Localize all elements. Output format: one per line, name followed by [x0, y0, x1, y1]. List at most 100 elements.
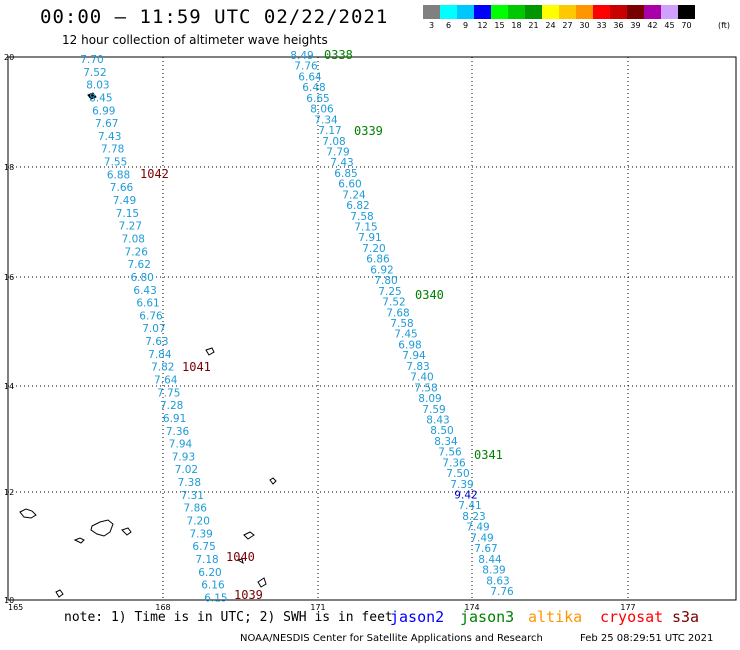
wave-height-value: 7.83: [406, 361, 429, 373]
wave-height-value: 6.43: [133, 285, 156, 297]
wave-height-value: 7.36: [442, 457, 466, 469]
wave-height-value: 6.60: [338, 179, 361, 191]
wave-height-value: 7.36: [166, 426, 190, 438]
pass-label: 1039: [234, 588, 263, 602]
island: [243, 531, 255, 540]
wave-height-value: 7.08: [322, 136, 345, 148]
wave-height-value: 7.27: [119, 221, 142, 233]
color-legend-labels: 3 6 9 12 15 18 21 24 27 30 33 36 39 42 45 70: [423, 21, 695, 30]
timestamp: Feb 25 08:29:51 UTC 2021: [580, 633, 714, 644]
wave-height-value: 7.38: [178, 477, 201, 489]
island: [236, 558, 244, 565]
legend-swatch: [661, 5, 678, 19]
legend-unit: (ft): [718, 21, 731, 30]
lon-label: 177: [620, 603, 635, 612]
lon-label: 174: [464, 603, 479, 612]
legend-label: 39: [630, 21, 641, 30]
lat-label: 14: [4, 382, 14, 391]
wave-height-value: 7.84: [148, 349, 172, 361]
wave-height-value: 6.92: [370, 264, 393, 276]
wave-height-value: 7.82: [151, 362, 174, 374]
wave-height-value: 7.52: [83, 67, 106, 79]
legend-label: 15: [494, 21, 505, 30]
island: [87, 92, 97, 100]
island: [269, 477, 277, 485]
wave-height-value: 7.34: [314, 114, 338, 126]
wave-height-value: 6.61: [136, 298, 159, 310]
lon-label: 165: [8, 603, 23, 612]
legend-label: 18: [511, 21, 522, 30]
wave-height-value: 7.56: [438, 447, 462, 459]
wave-height-value: 7.31: [181, 490, 204, 502]
lat-label: 18: [4, 163, 14, 172]
wave-height-value: 6.20: [198, 567, 221, 579]
island: [90, 519, 114, 537]
wave-height-value: 9.42: [454, 490, 477, 502]
island: [55, 589, 64, 598]
wave-height-value: 7.67: [474, 543, 497, 555]
wave-height-value: 7.80: [374, 275, 397, 287]
wave-height-value: 6.88: [107, 169, 130, 181]
wave-height-value: 7.28: [160, 400, 183, 412]
wave-height-value: 7.64: [154, 375, 178, 387]
mission-label: jason3: [460, 608, 515, 626]
wave-height-value: 7.76: [490, 586, 514, 598]
wave-height-value: 7.93: [172, 451, 195, 463]
map-subtitle: 12 hour collection of altimeter wave hei…: [62, 33, 328, 47]
map-title: 00:00 — 11:59 UTC 02/22/2021: [40, 6, 389, 28]
wave-height-value: 7.78: [101, 144, 124, 156]
legend-label: 9: [462, 21, 469, 30]
legend-label: 6: [445, 21, 452, 30]
wave-height-value: 7.49: [470, 532, 493, 544]
legend-label: 30: [579, 21, 590, 30]
legend-swatch: [678, 5, 695, 19]
legend-label: 36: [613, 21, 624, 30]
wave-height-value: 7.50: [446, 468, 469, 480]
island: [257, 577, 267, 588]
wave-height-value: 7.18: [195, 554, 218, 566]
legend-label: 33: [596, 21, 607, 30]
lat-label: 20: [4, 53, 14, 62]
wave-height-value: 7.07: [142, 323, 165, 335]
longitude-labels: 165 168 171 174 177: [8, 603, 636, 612]
wave-height-value: 7.75: [157, 387, 180, 399]
legend-label: 70: [681, 21, 692, 30]
wave-height-tracks: 7.707.528.038.456.997.677.437.787.556.88…: [80, 50, 514, 604]
wave-height-value: 7.76: [294, 61, 318, 73]
wave-height-value: 7.39: [189, 528, 212, 540]
wave-height-value: 7.45: [394, 329, 417, 341]
wave-height-value: 6.86: [366, 254, 390, 266]
wave-height-value: 6.85: [334, 168, 357, 180]
wave-height-value: 7.15: [354, 222, 377, 234]
wave-height-value: 8.43: [426, 414, 449, 426]
legend-label: 3: [428, 21, 435, 30]
wave-height-value: 6.98: [398, 339, 421, 351]
wave-height-value: 8.44: [478, 554, 502, 566]
wave-height-value: 8.39: [482, 565, 505, 577]
wave-height-value: 8.50: [430, 425, 453, 437]
lon-label: 171: [310, 603, 325, 612]
wave-height-value: 7.20: [362, 243, 385, 255]
mission-label: cryosat: [600, 608, 664, 626]
pass-label: 0338: [324, 48, 353, 62]
wave-height-value: 6.76: [139, 310, 163, 322]
lat-label: 12: [4, 488, 14, 497]
map-frame: [7, 56, 737, 601]
wave-height-value: 8.63: [486, 575, 509, 587]
color-legend: [423, 5, 695, 19]
wave-height-value: 6.65: [306, 93, 329, 105]
legend-swatch: [593, 5, 610, 19]
wave-height-value: 7.43: [330, 157, 353, 169]
wave-height-value: 6.75: [192, 541, 215, 553]
wave-height-value: 7.40: [410, 372, 433, 384]
pass-label: 0341: [474, 448, 503, 462]
legend-swatch: [423, 5, 440, 19]
latitude-labels: 20 18 16 14 12 10: [4, 53, 14, 605]
map-grid: [7, 56, 737, 601]
wave-height-value: 6.48: [302, 82, 325, 94]
wave-height-value: 7.17: [318, 125, 341, 137]
wave-height-value: 7.68: [386, 307, 409, 319]
footer-note: note: 1) Time is in UTC; 2) SWH is in fe…: [64, 610, 393, 625]
wave-height-value: 8.49: [290, 50, 313, 62]
